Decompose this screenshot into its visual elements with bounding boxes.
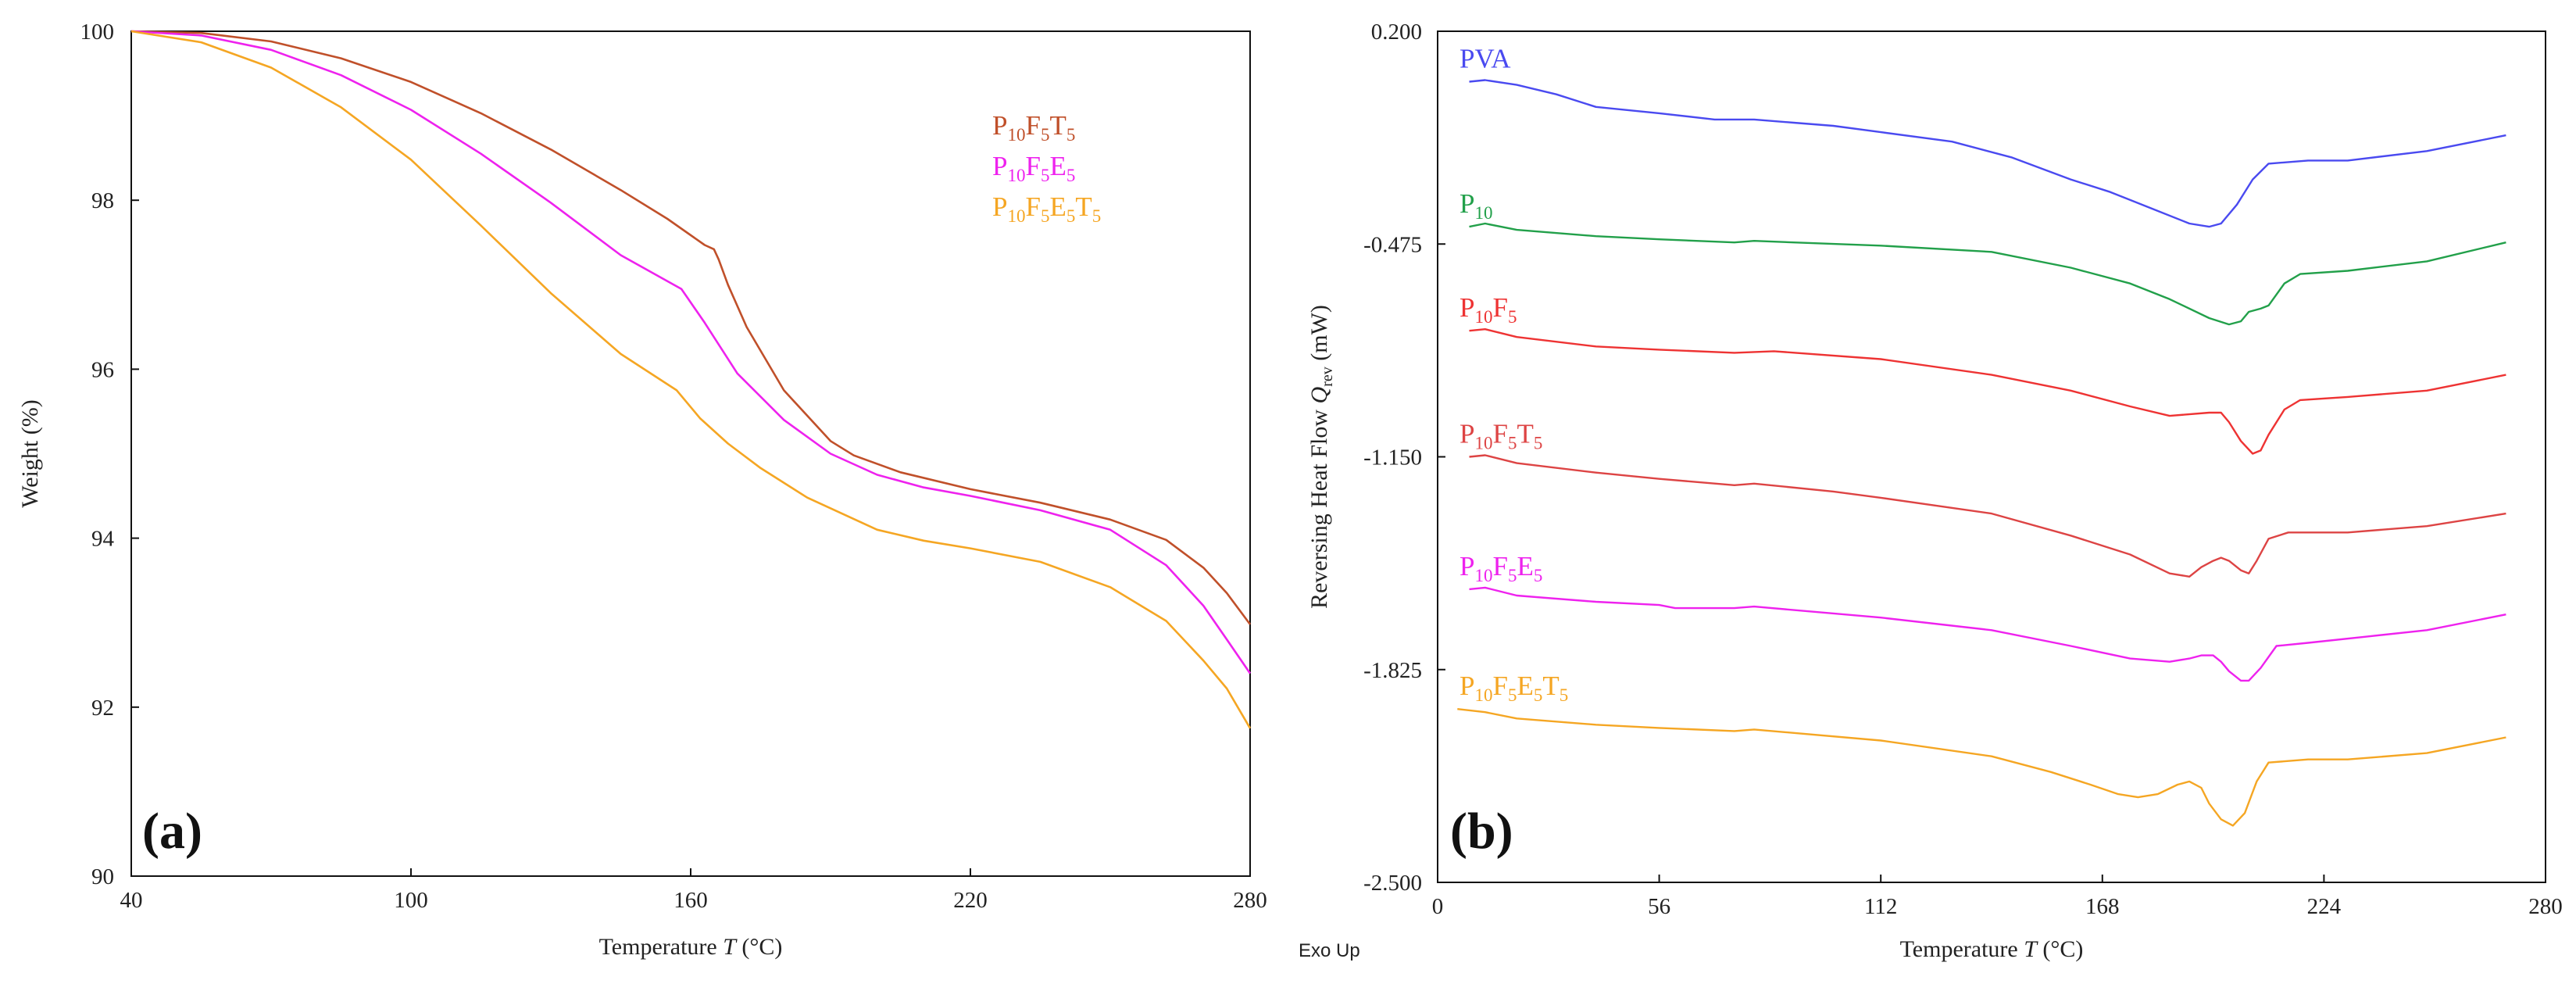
x-tick-label: 0 [1432,894,1444,919]
panel-b: 0 56 112 168 224 280 0.200 -0.475 -1.150 -1.825 -2… [1299,20,2563,962]
panel-a: 40 100 160 220 280 90 92 94 96 98 100 Temperature T… [17,20,1267,960]
x-tick-label: 168 [2085,894,2120,919]
y-tick-label: 96 [91,357,114,382]
series-line-P10F5T5 [130,30,1252,625]
series-line-PVA [1469,79,2506,228]
x-axis-label: Temperature T (°C) [599,934,783,960]
panel-label-b: (b) [1450,803,1513,860]
y-axis-label: Reversing Heat Flow Qrev (mW) [1306,305,1336,609]
series-line-P10F5E5 [130,30,1252,674]
y-tick-label: 98 [91,188,114,213]
y-tick-label: -1.150 [1363,445,1422,470]
legend-entry-P10F5E5T5: P10F5E5T5 [992,191,1101,226]
curve-label-P10F5: P10F5 [1459,292,1517,327]
x-tick-label: 56 [1648,894,1670,919]
y-tick-label: 0.200 [1371,20,1422,45]
series-line-P10 [1469,222,2506,326]
series-line-P10F5 [1469,328,2506,455]
y-axis-label: Weight (%) [17,399,43,507]
x-tick-label: 40 [120,888,143,913]
x-tick-label: 224 [2307,894,2342,919]
x-tick-label: 280 [2528,894,2563,919]
series-line-P10F5E5T5 [130,30,1252,729]
x-axis-label: Temperature T (°C) [1900,936,2084,962]
curve-label-PVA: PVA [1459,44,1511,74]
curve-label-P10F5T5: P10F5T5 [1459,419,1542,453]
curve-label-P10F5E5: P10F5E5 [1459,551,1542,585]
y-tick-label: 90 [91,864,114,889]
y-tick-label: -0.475 [1363,232,1422,257]
y-tick-label: 92 [91,696,114,721]
curve-label-P10F5E5T5: P10F5E5T5 [1459,671,1568,705]
exo-up-annotation: Exo Up [1299,940,1360,961]
series-line-P10F5E5T5 [1457,708,2506,827]
x-tick-label: 280 [1233,888,1267,913]
legend-entry-P10F5T5: P10F5T5 [992,110,1075,145]
x-tick-label: 112 [1864,894,1897,919]
y-tick-label: -2.500 [1363,871,1422,896]
y-tick-label: -1.825 [1363,658,1422,683]
curve-label-P10: P10 [1459,188,1492,223]
x-tick-label: 220 [953,888,988,913]
series-line-P10F5E5 [1469,586,2506,682]
legend-entry-P10F5E5: P10F5E5 [992,151,1075,185]
y-tick-label: 94 [91,527,115,552]
y-tick-label: 100 [80,20,115,45]
x-tick-label: 160 [673,888,708,913]
panel-label-a: (a) [142,803,202,860]
series-line-P10F5T5 [1469,454,2506,578]
x-tick-label: 100 [394,888,428,913]
